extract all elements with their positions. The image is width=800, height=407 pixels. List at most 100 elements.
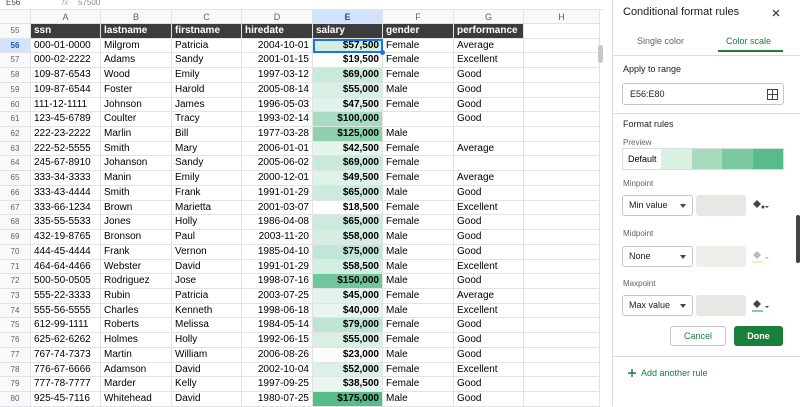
cell[interactable]: Female (383, 215, 454, 231)
cell[interactable] (524, 185, 600, 201)
cell[interactable]: 123-45-6789 (31, 112, 101, 128)
cell[interactable]: $40,000 (313, 303, 383, 319)
cell[interactable] (524, 112, 600, 128)
cell[interactable]: 2005-08-14 (242, 82, 313, 98)
cell[interactable] (524, 38, 600, 54)
column-header[interactable]: F (383, 10, 454, 24)
cell[interactable]: $69,000 (313, 156, 383, 172)
cell[interactable]: 000-01-0000 (31, 38, 101, 54)
cell[interactable]: 335-55-5533 (31, 215, 101, 231)
cell[interactable] (524, 141, 600, 157)
cell[interactable]: Jose (172, 274, 242, 289)
cell[interactable]: 2006-01-01 (242, 141, 313, 157)
column-header[interactable]: H (524, 10, 600, 24)
cell[interactable]: 000-02-2222 (31, 53, 101, 69)
cell[interactable]: Vernon (172, 244, 242, 260)
cell[interactable]: 2003-11-20 (242, 230, 313, 245)
cell[interactable] (524, 53, 600, 69)
cell[interactable]: $75,000 (313, 244, 383, 260)
cell[interactable]: 1998-07-16 (242, 274, 313, 289)
cell[interactable]: 2005-06-02 (242, 156, 313, 172)
cell[interactable]: 925-45-7116 (31, 392, 101, 407)
row-number[interactable]: 72 (0, 274, 31, 289)
mid-select[interactable]: None (622, 246, 693, 267)
cell[interactable]: 625-62-6262 (31, 333, 101, 348)
cell[interactable]: Marietta (172, 200, 242, 216)
cell[interactable] (524, 24, 600, 39)
cell[interactable]: Holly (172, 333, 242, 348)
cell[interactable]: $18,500 (313, 200, 383, 216)
cell[interactable]: Male (383, 230, 454, 245)
cell[interactable]: $65,000 (313, 185, 383, 201)
column-header[interactable]: C (172, 10, 242, 24)
cell[interactable]: Average (454, 38, 524, 54)
range-input[interactable]: E56:E80 (622, 83, 784, 105)
row-number[interactable]: 63 (0, 141, 31, 157)
cell[interactable]: 612-99-1111 (31, 318, 101, 334)
cell[interactable]: $42,500 (313, 141, 383, 157)
cell[interactable]: Excellent (454, 259, 524, 275)
cell[interactable]: Rubin (101, 288, 172, 304)
cell[interactable]: 776-67-6666 (31, 362, 101, 378)
row-number[interactable]: 57 (0, 53, 31, 69)
grid-icon[interactable] (767, 89, 778, 100)
cell[interactable]: 222-52-5555 (31, 141, 101, 157)
cell[interactable]: salary (313, 24, 383, 39)
cell[interactable]: 109-87-6543 (31, 68, 101, 83)
cell[interactable]: 1993-02-14 (242, 112, 313, 128)
cell[interactable]: 555-56-5555 (31, 303, 101, 319)
cell[interactable]: Excellent (454, 200, 524, 216)
row-number[interactable]: 65 (0, 171, 31, 186)
cell[interactable]: 444-45-4444 (31, 244, 101, 260)
cell[interactable]: $47,500 (313, 97, 383, 113)
cell[interactable]: 2000-12-01 (242, 171, 313, 186)
cell[interactable]: $69,000 (313, 68, 383, 83)
cell[interactable]: 555-22-3333 (31, 288, 101, 304)
row-number[interactable]: 80 (0, 392, 31, 407)
cell[interactable]: Holmes (101, 333, 172, 348)
cell[interactable]: Patricia (172, 288, 242, 304)
cell[interactable]: 1998-06-18 (242, 303, 313, 319)
cell[interactable] (524, 82, 600, 98)
cell[interactable]: 1991-01-29 (242, 185, 313, 201)
scrollbar[interactable] (598, 45, 603, 63)
cell[interactable]: Good (454, 347, 524, 363)
cell[interactable]: $57,500 (313, 38, 383, 54)
row-number[interactable]: 70 (0, 244, 31, 260)
column-header[interactable]: A (31, 10, 101, 24)
cell[interactable]: Wood (101, 68, 172, 83)
cell[interactable] (524, 333, 600, 348)
row-number[interactable]: 56 (0, 38, 31, 54)
cell[interactable]: 1977-03-28 (242, 127, 313, 142)
cell[interactable]: Female (383, 318, 454, 334)
cell[interactable]: $23,000 (313, 347, 383, 363)
cell[interactable]: Good (454, 82, 524, 98)
cell[interactable]: Adamson (101, 362, 172, 378)
cell[interactable]: David (172, 259, 242, 275)
cell[interactable] (524, 392, 600, 407)
row-number[interactable]: 71 (0, 259, 31, 275)
cell[interactable]: $125,000 (313, 127, 383, 142)
cell[interactable]: Milgrom (101, 38, 172, 54)
cell[interactable] (524, 156, 600, 172)
row-number[interactable]: 68 (0, 215, 31, 231)
row-number[interactable]: 62 (0, 127, 31, 142)
cell[interactable]: Foster (101, 82, 172, 98)
cell[interactable] (524, 171, 600, 186)
cell[interactable]: 1992-06-15 (242, 333, 313, 348)
max-input[interactable] (696, 295, 746, 316)
cell[interactable]: Manin (101, 171, 172, 186)
cell[interactable]: Jones (101, 215, 172, 231)
cell[interactable]: ssn (31, 24, 101, 39)
column-header[interactable]: D (242, 10, 313, 24)
cell[interactable]: $55,000 (313, 82, 383, 98)
cell[interactable]: Holly (172, 215, 242, 231)
cell[interactable]: Johanson (101, 156, 172, 172)
cell[interactable]: 2003-07-25 (242, 288, 313, 304)
cell[interactable]: Excellent (454, 362, 524, 378)
cell[interactable]: 432-19-8765 (31, 230, 101, 245)
cell[interactable]: Good (454, 244, 524, 260)
cell[interactable]: Male (383, 274, 454, 289)
cell[interactable]: Good (454, 230, 524, 245)
tab[interactable]: Single color (637, 36, 685, 46)
